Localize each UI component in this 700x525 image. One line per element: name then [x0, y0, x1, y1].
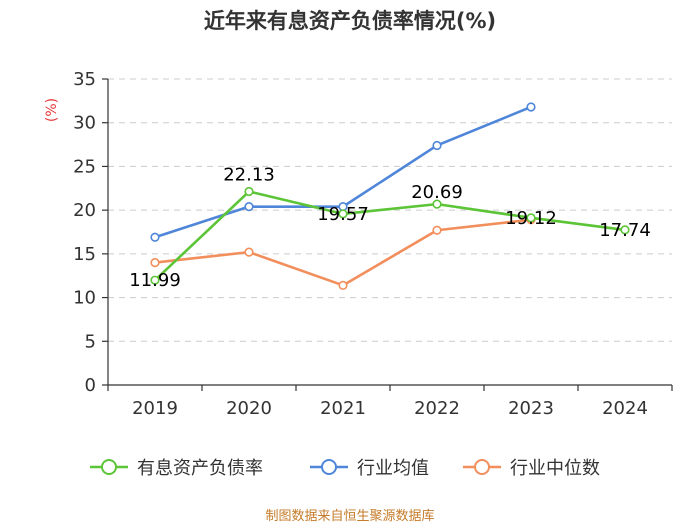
x-tick-label-2022: 2022: [414, 398, 460, 419]
point-s2-2019: [150, 258, 160, 268]
y-tick-label-20: 20: [73, 200, 96, 221]
point-s1-2019: [150, 232, 160, 242]
point-s0-2022: [432, 199, 442, 209]
y-tick-label-30: 30: [73, 113, 96, 134]
x-tick-label-2019: 2019: [132, 398, 178, 419]
y-tick-label-25: 25: [73, 156, 96, 177]
data-label-2024: 17.74: [599, 220, 651, 241]
series-line-0: [154, 190, 626, 282]
axes: 0 5 10 15 20 25 30 35 2019 2020 2021 2022 2023 2024: [73, 69, 673, 419]
y-tick-label-35: 35: [73, 69, 96, 90]
legend-label-0: 有息资产负债率: [137, 458, 263, 479]
legend-label-1: 行业均值: [357, 458, 429, 479]
point-s0-2023: [526, 213, 536, 223]
data-label-2022: 20.69: [411, 182, 463, 203]
point-s2-2021: [338, 280, 348, 290]
x-tick-label-2020: 2020: [226, 398, 272, 419]
chart-title: 近年来有息资产负债率情况(%): [204, 9, 496, 33]
x-tick-label-2023: 2023: [508, 398, 554, 419]
data-labels: 11.99 22.13 19.57 20.69 19.12 17.74: [129, 165, 651, 292]
point-s1-2023: [526, 102, 536, 112]
y-tick-label-10: 10: [73, 288, 96, 309]
data-label-2023: 19.12: [505, 208, 557, 229]
legend-marker-icon-2: [474, 459, 490, 475]
legend-marker-icon-1: [321, 459, 337, 475]
legend-marker-icon-0: [101, 459, 117, 475]
grid-lines: [108, 78, 672, 342]
point-s1-2020: [244, 202, 254, 212]
y-axis-label: (%): [44, 98, 60, 122]
legend-item-2[interactable]: 行业中位数: [463, 458, 600, 479]
y-tick-label-5: 5: [85, 331, 96, 352]
y-tick-label-15: 15: [73, 244, 96, 265]
point-s2-2022: [432, 225, 442, 235]
x-tick-label-2021: 2021: [320, 398, 366, 419]
data-label-2021: 19.57: [317, 204, 369, 225]
series-lines: [150, 102, 630, 290]
legend[interactable]: 有息资产负债率 行业均值 行业中位数: [90, 458, 600, 479]
legend-label-2: 行业中位数: [510, 458, 600, 479]
data-label-2020: 22.13: [223, 165, 275, 186]
data-label-2019: 11.99: [129, 270, 181, 291]
point-s1-2022: [432, 140, 442, 151]
point-s0-2021: [338, 209, 348, 219]
point-s0-2019: [150, 275, 160, 285]
series-line-2: [154, 218, 532, 287]
source-note: 制图数据来自恒生聚源数据库: [265, 508, 434, 524]
point-s0-2024: [620, 225, 630, 235]
legend-item-0[interactable]: 有息资产负债率: [90, 458, 263, 479]
point-s2-2020: [244, 247, 254, 257]
legend-item-1[interactable]: 行业均值: [310, 458, 429, 479]
y-tick-label-0: 0: [85, 375, 96, 396]
point-s0-2020: [244, 186, 254, 197]
x-tick-label-2024: 2024: [602, 398, 648, 419]
